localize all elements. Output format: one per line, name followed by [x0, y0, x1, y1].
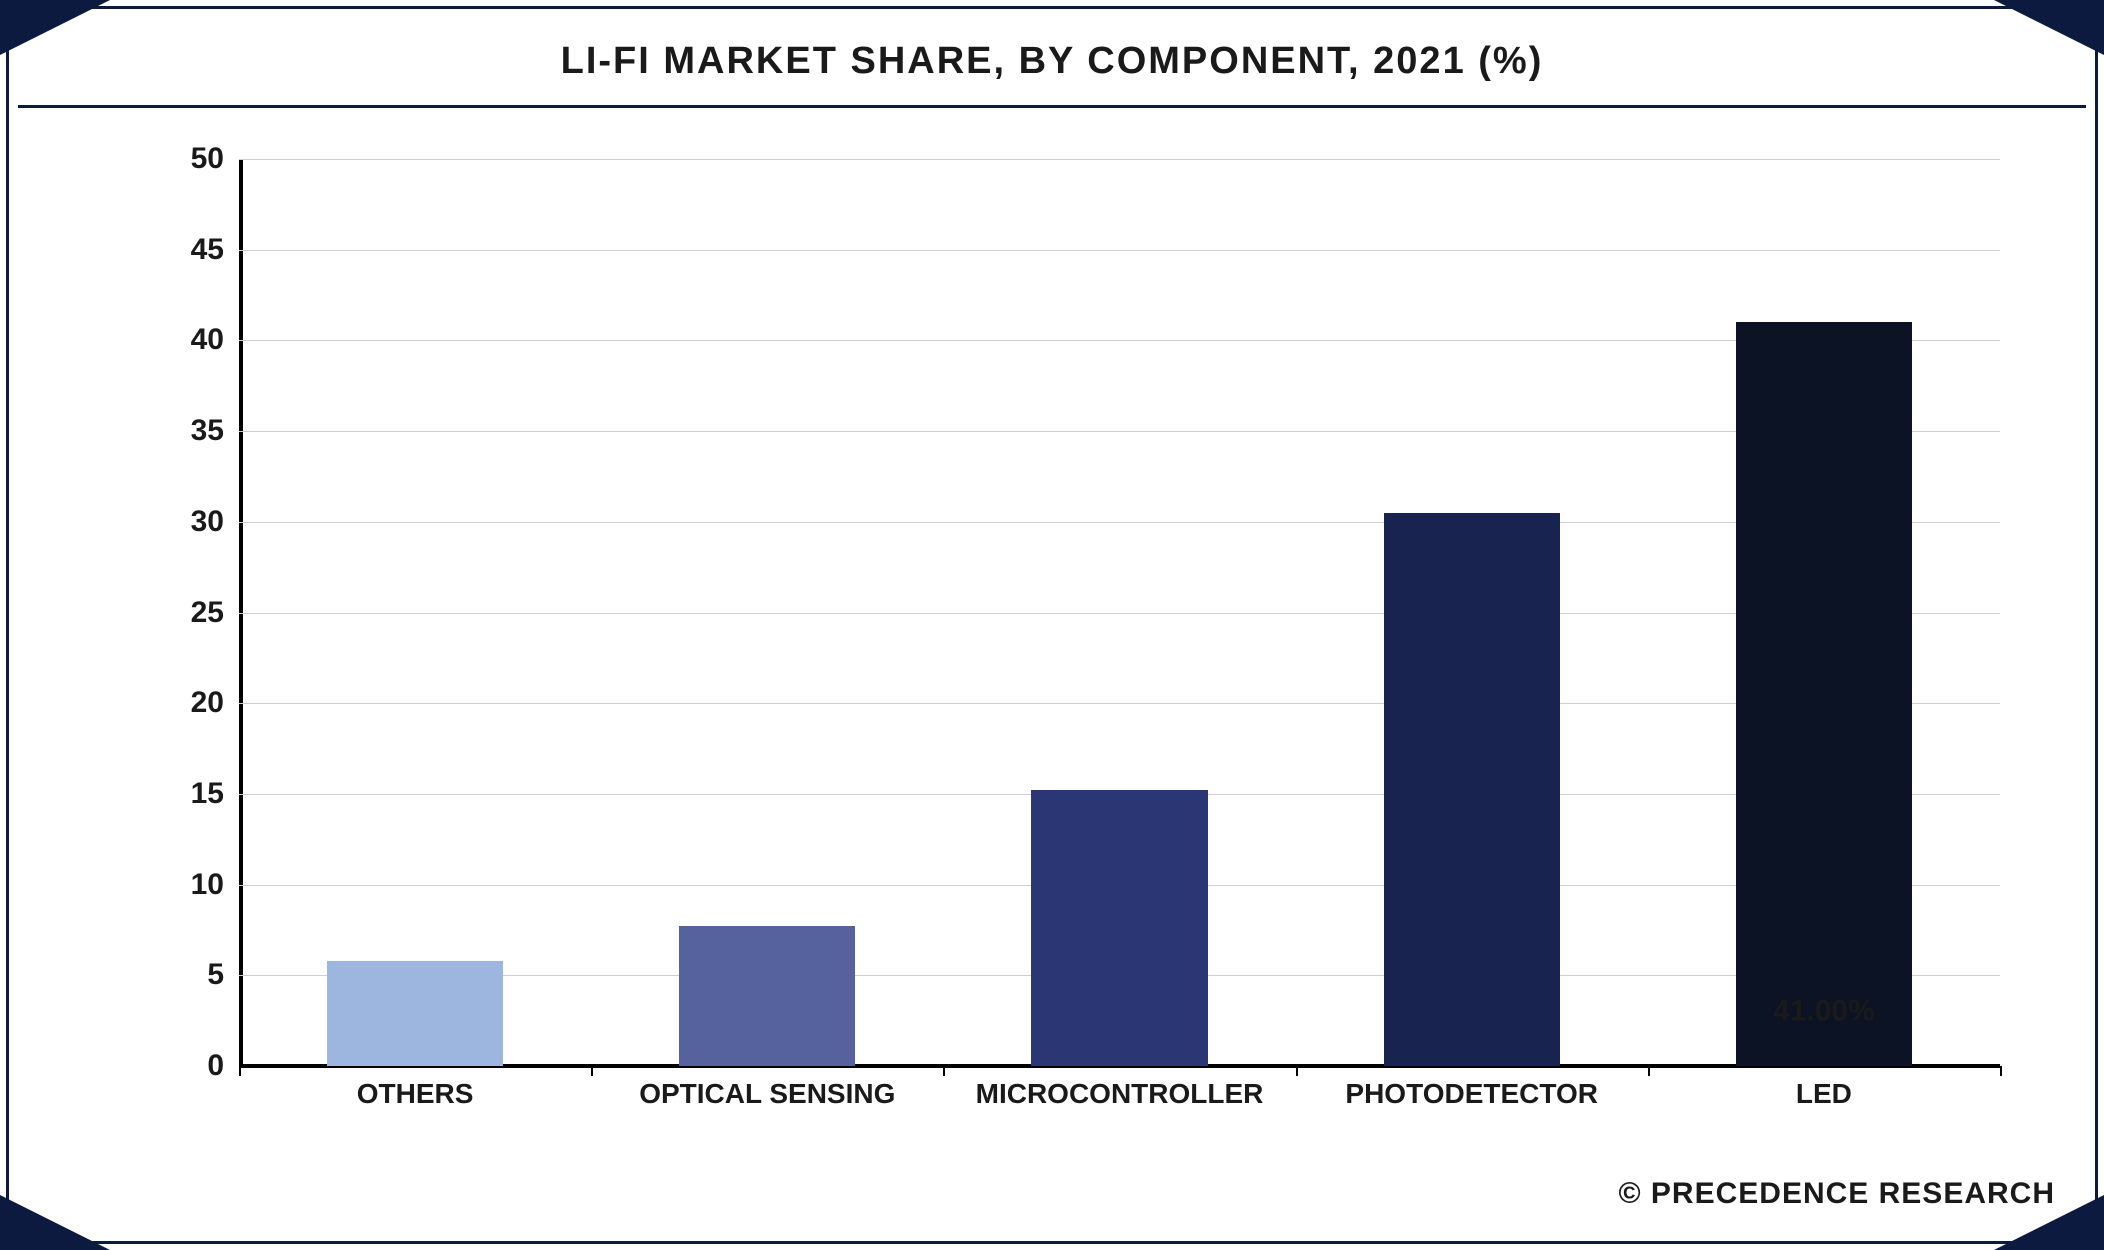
attribution-text: © PRECEDENCE RESEARCH: [1618, 1177, 2055, 1211]
y-tick-label: 10: [169, 868, 224, 902]
x-tick-mark: [591, 1066, 593, 1076]
bar: [327, 961, 503, 1066]
bar-rect: [679, 926, 855, 1066]
x-tick-mark: [1648, 1066, 1650, 1076]
y-tick-label: 50: [169, 142, 224, 176]
bar: [1031, 790, 1207, 1066]
bar-value-label: 41.00%: [1648, 995, 2000, 1029]
x-axis-labels-row: OTHERS OPTICAL SENSING MICROCONTROLLER PHOT…: [239, 1066, 2000, 1116]
bar: [679, 926, 855, 1066]
chart-title: LI-FI MARKET SHARE, BY COMPONENT, 2021 (…: [18, 18, 2086, 108]
plot-area: OTHERSOPTICAL SENSINGMICROCONTROLLERPHOT…: [239, 159, 2000, 1066]
y-tick-label: 25: [169, 596, 224, 630]
chart-frame: LI-FI MARKET SHARE, BY COMPONENT, 2021 (…: [6, 6, 2098, 1244]
category-label: MICROCONTROLLER: [976, 1078, 1264, 1110]
category-label: OTHERS: [357, 1078, 474, 1110]
y-tick-label: 35: [169, 414, 224, 448]
bar-rect: [1031, 790, 1207, 1066]
grid-line: [239, 159, 2000, 160]
category-label: PHOTODETECTOR: [1345, 1078, 1598, 1110]
y-tick-label: 20: [169, 686, 224, 720]
y-tick-label: 5: [169, 958, 224, 992]
category-label: LED: [1796, 1078, 1852, 1110]
y-tick-label: 45: [169, 233, 224, 267]
x-tick-mark: [943, 1066, 945, 1076]
x-tick-mark: [1296, 1066, 1298, 1076]
y-tick-label: 40: [169, 323, 224, 357]
x-tick-mark: [239, 1066, 241, 1076]
grid-line: [239, 250, 2000, 251]
bar-rect: [1736, 322, 1912, 1066]
x-tick-mark: [2000, 1066, 2002, 1076]
bar: [1384, 513, 1560, 1066]
y-tick-label: 15: [169, 777, 224, 811]
y-tick-label: 0: [169, 1049, 224, 1083]
y-tick-label: 30: [169, 505, 224, 539]
bar: 41.00%: [1736, 322, 1912, 1066]
bar-rect: [1384, 513, 1560, 1066]
category-label: OPTICAL SENSING: [639, 1078, 895, 1110]
bar-rect: [327, 961, 503, 1066]
